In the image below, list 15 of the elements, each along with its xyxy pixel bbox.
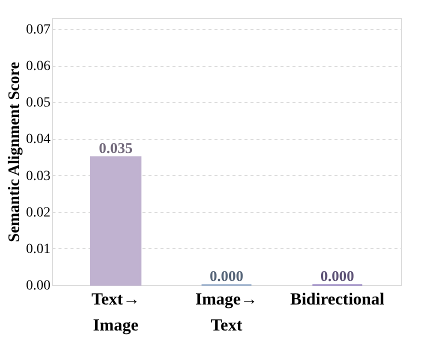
y-tick-label: 0.04	[26, 132, 50, 148]
x-tick-label: Text→ Image	[91, 290, 140, 334]
y-tick-label: 0.07	[26, 22, 50, 38]
y-tick-label: 0.03	[26, 168, 50, 184]
data-label: 0.000	[320, 269, 354, 285]
x-tick-label: Bidirectional	[290, 290, 385, 308]
data-label: 0.000	[210, 269, 244, 285]
y-tick-label: 0.00	[26, 278, 50, 294]
y-tick-label: 0.01	[26, 242, 50, 257]
y-tick-label: 0.02	[26, 205, 50, 220]
y-axis-title: Semantic Alignment Score	[6, 62, 23, 242]
data-label: 0.035	[98, 140, 133, 157]
y-tick-label: 0.06	[26, 59, 50, 74]
y-tick-label: 0.05	[26, 96, 50, 111]
x-tick-label: Image→ Text	[195, 290, 258, 334]
